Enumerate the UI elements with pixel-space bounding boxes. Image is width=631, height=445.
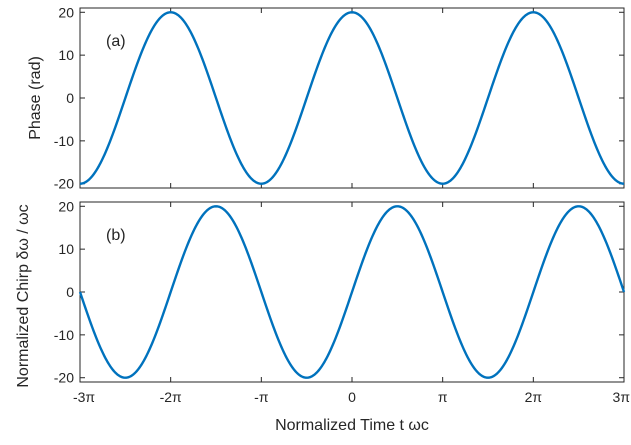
y-tick-label: -20 — [54, 370, 74, 386]
panel-b-chirp-curve — [78, 205, 626, 379]
y-tick-label: -10 — [54, 133, 74, 149]
y-tick-label: -10 — [54, 327, 74, 343]
panel-b-label: (b) — [106, 227, 126, 244]
x-tick-label: 3π — [613, 389, 631, 405]
y-tick-label: -20 — [54, 176, 74, 192]
panel-b-y-ticks: 20 10 0 -10 -20 — [54, 198, 624, 386]
panel-a-label: (a) — [106, 33, 126, 50]
panel-a-y-ticks: 20 10 0 -10 -20 — [54, 4, 624, 192]
y-tick-label: 10 — [58, 47, 74, 63]
y-tick-label: 20 — [58, 198, 74, 214]
panel-b-x-ticks: -3π -2π -π 0 π 2π 3π — [73, 202, 630, 405]
x-axis-label: Normalized Time t ωc — [275, 417, 429, 434]
panel-a-phase-curve — [79, 11, 625, 185]
panel-a-x-ticks — [79, 8, 625, 188]
x-tick-label: -3π — [73, 389, 95, 405]
y-tick-label: 10 — [58, 241, 74, 257]
x-tick-label: π — [438, 389, 448, 405]
y-tick-label: 0 — [66, 284, 74, 300]
x-tick-label: -π — [254, 389, 269, 405]
panel-a-y-axis-label: Phase (rad) — [27, 56, 44, 140]
panel-a-frame — [79, 7, 625, 189]
y-tick-label: 0 — [66, 90, 74, 106]
panel-b: 20 10 0 -10 -20 -3π -2π -π 0 π 2π 3π (b) Normalize… — [15, 198, 630, 434]
x-tick-label: 0 — [348, 389, 356, 405]
panel-a: 20 10 0 -10 -20 (a) Phase (rad) — [27, 4, 625, 192]
x-tick-label: 2π — [525, 389, 543, 405]
x-tick-label: -2π — [160, 389, 182, 405]
y-tick-label: 20 — [58, 4, 74, 20]
panel-b-y-axis-label: Normalized Chirp δω / ωc — [15, 204, 32, 387]
